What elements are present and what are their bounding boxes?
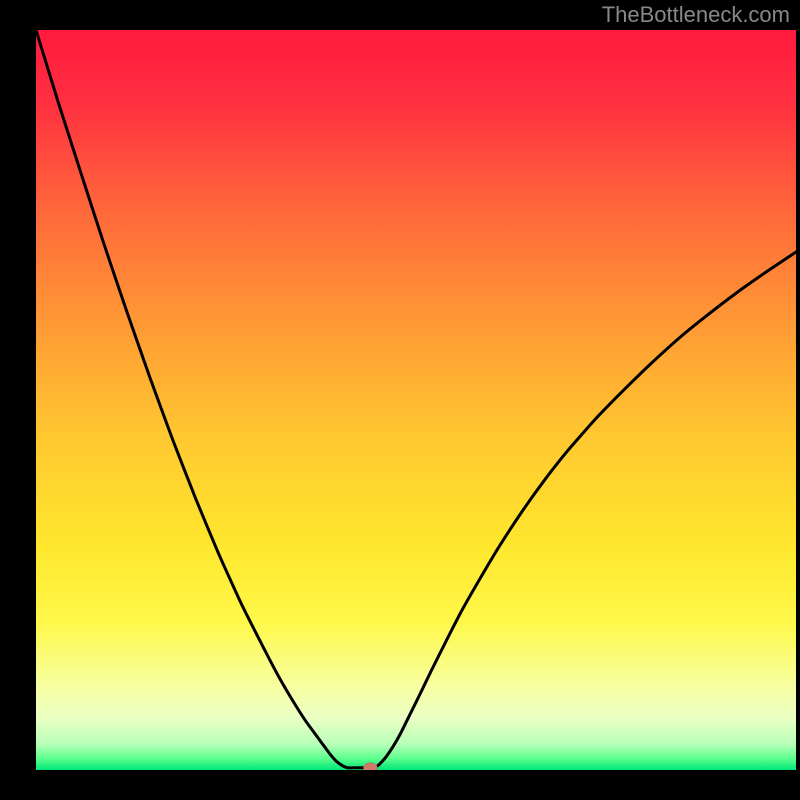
- bottleneck-chart: [0, 0, 800, 800]
- gradient-plot-area: [36, 30, 796, 770]
- chart-container: TheBottleneck.com: [0, 0, 800, 800]
